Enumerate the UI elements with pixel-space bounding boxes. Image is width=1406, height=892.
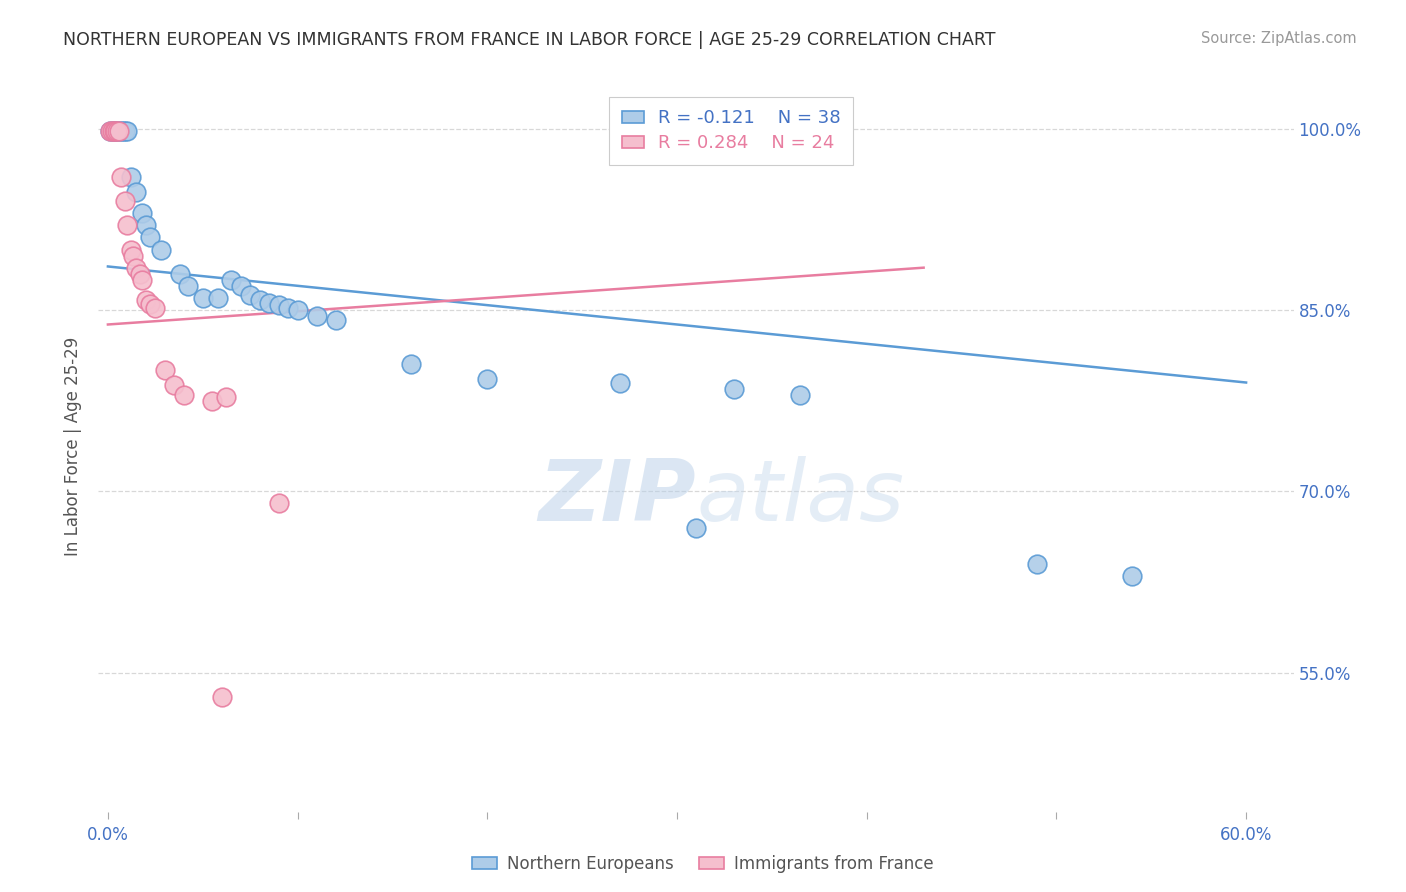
Point [120,243,142,257]
Point [723,382,745,396]
Point [239,288,262,302]
Point [143,301,166,315]
Point [249,293,271,308]
Point [267,298,290,312]
Legend: R = -0.121    N = 38, R = 0.284    N = 24: R = -0.121 N = 38, R = 0.284 N = 24 [609,96,853,165]
Point [131,206,153,220]
Point [104,124,127,138]
Point [114,124,136,138]
Point [229,278,252,293]
Point [135,219,157,233]
Point [173,387,195,401]
Point [150,243,173,257]
Point [477,372,499,386]
Point [325,312,347,326]
Point [114,194,136,209]
Point [98,124,121,138]
Point [108,124,131,138]
Point [120,169,142,184]
Point [401,358,423,372]
Point [176,278,198,293]
Point [1026,557,1049,571]
Point [135,293,157,308]
Point [277,301,299,315]
Point [103,124,125,138]
Y-axis label: In Labor Force | Age 25-29: In Labor Force | Age 25-29 [65,336,83,556]
Text: atlas: atlas [696,456,904,539]
Point [609,376,631,390]
Point [121,249,143,263]
Point [153,363,176,377]
Point [131,273,153,287]
Point [305,309,328,323]
Point [789,387,811,401]
Legend: Northern Europeans, Immigrants from France: Northern Europeans, Immigrants from Fran… [465,848,941,880]
Point [214,390,236,404]
Point [104,124,127,138]
Point [100,124,122,138]
Point [105,124,128,138]
Point [98,124,121,138]
Point [115,219,138,233]
Text: NORTHERN EUROPEAN VS IMMIGRANTS FROM FRANCE IN LABOR FORCE | AGE 25-29 CORRELATI: NORTHERN EUROPEAN VS IMMIGRANTS FROM FRA… [63,31,995,49]
Point [1121,569,1143,583]
Point [685,520,707,534]
Point [138,230,160,244]
Point [100,124,122,138]
Point [110,169,132,184]
Point [129,267,152,281]
Point [125,260,148,275]
Point [112,124,135,138]
Point [267,496,290,510]
Point [105,124,128,138]
Point [110,124,132,138]
Text: ZIP: ZIP [538,456,696,539]
Point [287,303,309,318]
Point [125,185,148,199]
Point [191,291,214,305]
Point [257,295,280,310]
Point [138,297,160,311]
Point [103,124,125,138]
Point [169,267,191,281]
Point [108,124,131,138]
Point [163,378,186,392]
Point [201,393,224,408]
Text: Source: ZipAtlas.com: Source: ZipAtlas.com [1201,31,1357,46]
Point [211,690,233,704]
Point [115,124,138,138]
Point [219,273,242,287]
Point [207,291,229,305]
